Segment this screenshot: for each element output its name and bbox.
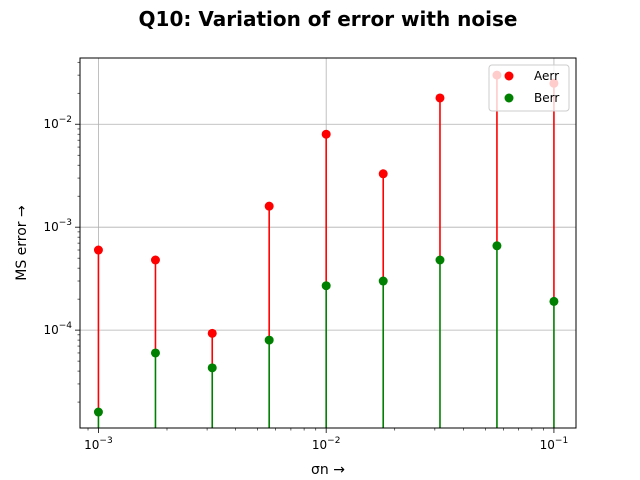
x-axis-label: σn →	[311, 462, 345, 478]
x-tick-label: 10−1	[540, 436, 569, 452]
berr-point	[264, 335, 274, 345]
legend: Aerr Berr	[488, 64, 570, 112]
aerr-point	[150, 255, 160, 265]
aerr-point	[378, 169, 388, 179]
x-tick-label: 10−3	[84, 436, 113, 452]
berr-point	[378, 276, 388, 286]
legend-label-aerr: Aerr	[534, 69, 559, 83]
berr-point	[435, 255, 445, 265]
aerr-point	[207, 328, 217, 338]
y-tick-label: 10−2	[43, 115, 72, 131]
chart-title: Q10: Variation of error with noise	[139, 7, 518, 31]
aerr-point	[435, 93, 445, 103]
legend-marker-berr	[504, 93, 514, 103]
legend-label-berr: Berr	[534, 91, 559, 105]
berr-point	[321, 281, 331, 291]
y-axis-label: MS error →	[14, 205, 30, 281]
berr-point	[93, 407, 103, 417]
y-tick-label: 10−4	[43, 321, 72, 337]
x-tick-label: 10−2	[312, 436, 341, 452]
berr-point	[150, 348, 160, 358]
axis-ticks: 10−3 10−2 10−1 10−4 10−3 10−2	[43, 61, 569, 452]
berr-point	[207, 363, 217, 373]
berr-point	[492, 241, 502, 251]
legend-marker-aerr	[504, 71, 514, 81]
berr-point	[549, 296, 559, 306]
aerr-point	[93, 245, 103, 255]
aerr-point	[264, 201, 274, 211]
stems	[97, 75, 555, 428]
aerr-point	[321, 129, 331, 139]
y-tick-label: 10−3	[43, 218, 72, 234]
